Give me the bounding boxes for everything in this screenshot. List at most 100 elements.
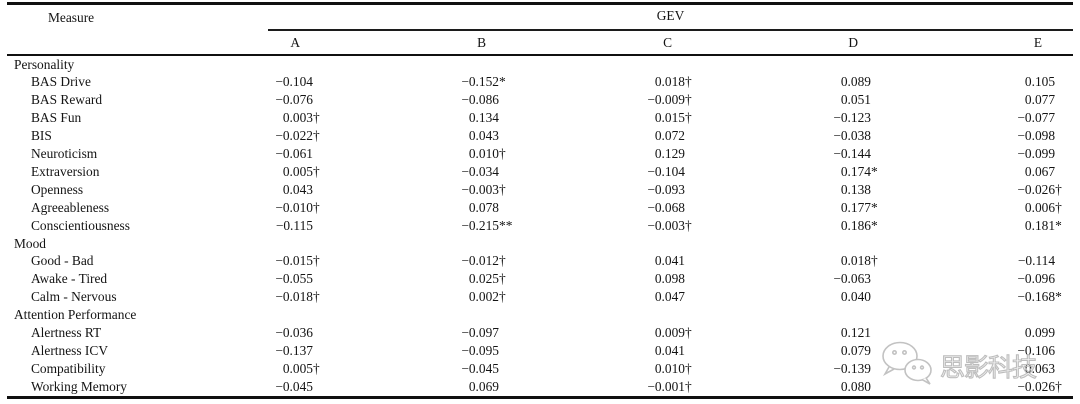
value-cell: 0.069 — [331, 378, 517, 397]
value-cell: −0.139 — [703, 360, 889, 378]
empty-cell — [889, 306, 1073, 324]
empty-cell — [517, 306, 703, 324]
value-cell: −0.010† — [275, 199, 320, 215]
section-label: Mood — [14, 235, 46, 251]
value-cell: −0.026† — [1017, 378, 1062, 394]
column-header-row: A B C D E — [7, 31, 1074, 56]
value-number: 0.138 — [840, 181, 871, 197]
value-number: 0.041 — [654, 343, 685, 358]
value-number: −0.001 — [647, 378, 685, 394]
value-cell: −0.099 — [889, 145, 1073, 163]
value-cell: −0.137 — [145, 342, 331, 360]
value-number: −0.045 — [461, 360, 499, 376]
value-cell: 0.079 — [703, 342, 889, 360]
empty-cell — [145, 55, 331, 74]
table-row: Awake - Tired −0.055 0.025† 0.098 −0.063 −0.0… — [7, 270, 1073, 288]
value-cell: −0.038 — [703, 127, 889, 145]
value-number: −0.003 — [461, 181, 499, 197]
value-cell: −0.096 — [889, 270, 1073, 288]
table-row: BAS Fun 0.003† 0.134 0.015† −0.123 −0.077 — [7, 109, 1073, 127]
value-cell: −0.115 — [145, 217, 331, 235]
value-cell: 0.186* — [840, 217, 878, 233]
empty-cell — [889, 55, 1073, 74]
paper-table: Measure GEV A B C D E Personality BAS Dri… — [7, 2, 1074, 399]
value-cell: 0.121 — [703, 324, 889, 342]
value-number: 0.063 — [1024, 360, 1056, 376]
value-number: 0.069 — [468, 378, 499, 394]
section-row: Personality — [7, 55, 1073, 74]
value-cell: 0.098 — [517, 270, 703, 288]
value-cell: 0.129 — [517, 145, 703, 163]
value-number: −0.063 — [833, 271, 871, 287]
value-cell: 0.067 — [889, 163, 1073, 181]
value-number: 0.040 — [840, 289, 871, 305]
measure-header: Measure — [48, 10, 95, 26]
value-cell: −0.076 — [145, 91, 331, 109]
value-number: −0.168 — [1017, 289, 1056, 305]
empty-header-cell — [7, 31, 145, 56]
value-cell: 0.010† — [468, 146, 506, 162]
value-cell: 0.089 — [703, 73, 889, 91]
value-number: −0.022 — [275, 128, 313, 144]
value-cell: 0.043 — [145, 181, 331, 199]
value-number: 0.072 — [654, 128, 685, 144]
empty-cell — [331, 235, 517, 253]
table-row: Calm - Nervous −0.018† 0.002† 0.047 0.040 −0.… — [7, 288, 1073, 306]
row-label: Awake - Tired — [31, 271, 108, 287]
value-cell: 0.080 — [703, 378, 889, 397]
value-cell: 0.005† — [282, 360, 320, 376]
value-cell: −0.215** — [461, 217, 513, 233]
value-number: 0.005 — [282, 360, 313, 376]
value-cell: 0.047 — [517, 288, 703, 306]
value-cell: 0.041 — [517, 252, 703, 270]
value-cell: 0.134 — [331, 109, 517, 127]
value-cell: −0.077 — [889, 109, 1073, 127]
value-number: −0.036 — [275, 325, 313, 341]
value-cell: −0.061 — [145, 145, 331, 163]
value-number: −0.038 — [833, 128, 871, 144]
value-number: −0.003 — [647, 217, 685, 233]
group-header-cell: GEV — [145, 4, 1074, 32]
value-number: −0.010 — [275, 199, 313, 215]
value-number: −0.077 — [1017, 110, 1056, 126]
value-cell: −0.144 — [703, 145, 889, 163]
value-number: −0.152 — [461, 74, 499, 90]
value-number: 0.006 — [1024, 199, 1056, 215]
value-cell: 0.009† — [654, 325, 692, 341]
value-number: 0.043 — [282, 181, 313, 197]
section-row: Mood — [7, 235, 1073, 253]
value-number: 0.002 — [468, 289, 499, 305]
empty-cell — [331, 306, 517, 324]
empty-cell — [145, 235, 331, 253]
table-row: Alertness ICV −0.137 −0.095 0.041 0.079 −0.10… — [7, 342, 1073, 360]
value-number: −0.018 — [275, 289, 313, 305]
value-cell: −0.098 — [889, 127, 1073, 145]
value-number: −0.115 — [275, 217, 313, 233]
column-header-d: D — [703, 31, 889, 56]
value-number: −0.093 — [647, 181, 685, 197]
value-cell: 0.072 — [517, 127, 703, 145]
value-number: 0.174 — [840, 163, 871, 179]
value-cell: −0.152* — [461, 74, 506, 90]
empty-cell — [517, 55, 703, 74]
row-label: BAS Drive — [31, 74, 91, 90]
value-number: 0.003 — [282, 110, 313, 126]
value-cell: −0.009† — [647, 92, 692, 108]
value-number: 0.099 — [1024, 325, 1056, 341]
row-label: BAS Reward — [31, 92, 103, 108]
value-number: 0.134 — [468, 110, 499, 126]
value-number: 0.041 — [654, 253, 685, 269]
value-number: −0.026 — [1017, 378, 1056, 394]
value-cell: −0.026† — [1017, 181, 1062, 197]
row-label: Conscientiousness — [31, 217, 130, 233]
value-number: −0.097 — [461, 325, 499, 341]
value-cell: 0.138 — [703, 181, 889, 199]
value-cell: −0.036 — [145, 324, 331, 342]
value-number: 0.079 — [840, 343, 871, 358]
table-row: Compatibility 0.005† −0.045 0.010† −0.139 0.0… — [7, 360, 1073, 378]
value-cell: −0.106 — [889, 342, 1073, 360]
table-row: Conscientiousness −0.115 −0.215** −0.003† 0.… — [7, 217, 1073, 235]
value-number: −0.026 — [1017, 181, 1056, 197]
value-cell: −0.012† — [461, 253, 506, 269]
value-cell: −0.003† — [461, 181, 506, 197]
